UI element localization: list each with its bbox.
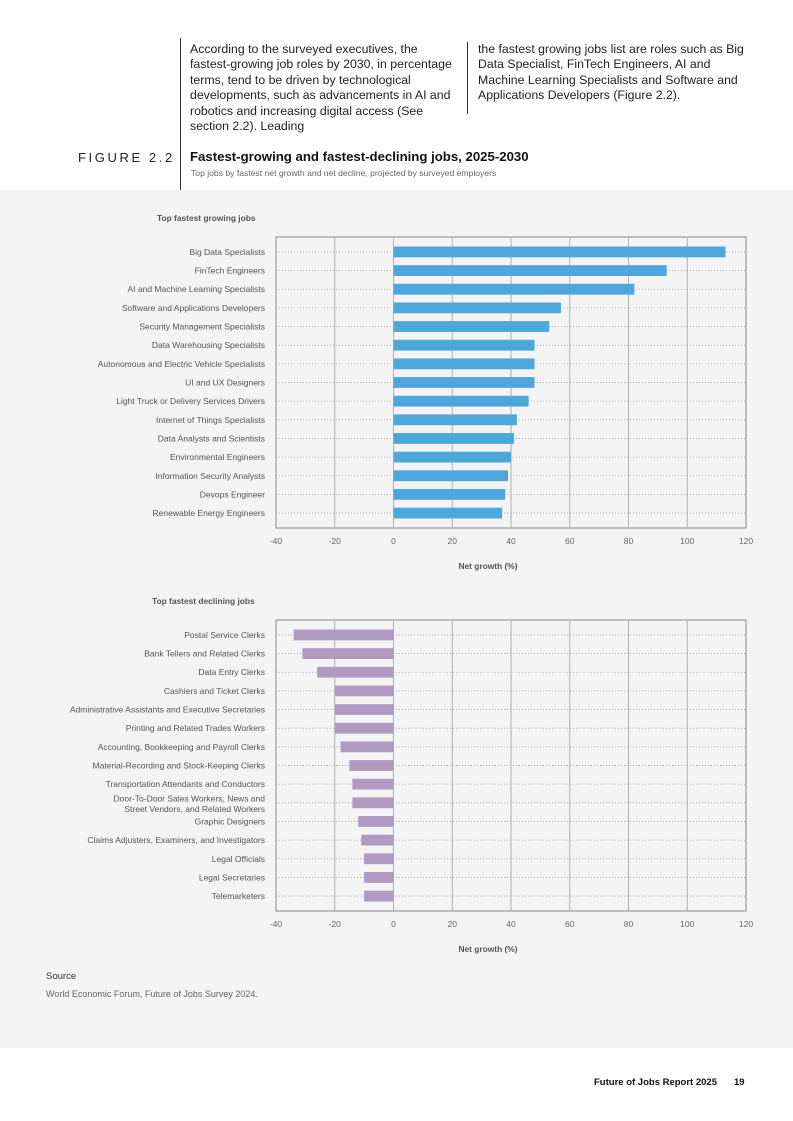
declining-x-axis-label: Net growth (%): [458, 944, 517, 954]
growing-category-label: Renewable Energy Engineers: [153, 508, 265, 518]
growing-category-label: FinTech Engineers: [195, 266, 265, 276]
declining-x-tick-label: 80: [624, 919, 634, 929]
growing-category-label: AI and Machine Learning Specialists: [128, 284, 266, 294]
declining-category-label: Data Entry Clerks: [198, 667, 265, 677]
growing-bar: [393, 377, 535, 388]
growing-category-label: Big Data Specialists: [189, 247, 265, 257]
growing-category-label: Data Warehousing Specialists: [152, 340, 265, 350]
growing-category-label: Information Security Analysts: [155, 471, 265, 481]
growing-bar: [393, 489, 506, 500]
declining-category-label: Legal Secretaries: [199, 872, 265, 882]
declining-bar: [352, 797, 394, 809]
declining-bar: [334, 722, 394, 734]
declining-x-tick-label: -40: [270, 919, 283, 929]
declining-x-tick-label: 60: [565, 919, 575, 929]
declining-bar: [364, 872, 394, 883]
growing-x-tick-label: 40: [506, 536, 516, 546]
growing-bar: [393, 321, 550, 332]
growing-x-tick-label: 60: [565, 536, 575, 546]
declining-chart-title: Top fastest declining jobs: [152, 596, 255, 606]
growing-bar: [393, 433, 514, 444]
declining-category-label: Claims Adjusters, Examiners, and Investi…: [87, 835, 265, 845]
growing-x-tick-label: 100: [680, 536, 694, 546]
declining-category-label: Accounting, Bookkeeping and Payroll Cler…: [98, 742, 265, 752]
declining-category-label: Graphic Designers: [195, 816, 265, 826]
growing-jobs-chart: Top fastest growing jobs Big Data Special…: [98, 213, 754, 571]
intro-divider-right: [467, 42, 468, 114]
growing-x-tick-label: -20: [329, 536, 342, 546]
growing-category-label: Environmental Engineers: [170, 452, 265, 462]
footer-page-number: 19: [734, 1077, 745, 1088]
source-text: World Economic Forum, Future of Jobs Sur…: [46, 989, 258, 999]
declining-x-tick-label: 100: [680, 919, 694, 929]
declining-category-label: Material-Recording and Stock-Keeping Cle…: [93, 761, 265, 771]
growing-category-label: Security Management Specialists: [139, 322, 265, 332]
declining-category-label: Administrative Assistants and Executive …: [70, 705, 265, 715]
declining-x-tick-label: 20: [448, 919, 458, 929]
declining-x-tick-label: -20: [329, 919, 342, 929]
declining-x-tick-label: 120: [739, 919, 753, 929]
intro-divider-left: [180, 38, 181, 190]
growing-x-tick-label: 80: [624, 536, 634, 546]
growing-x-tick-label: 0: [391, 536, 396, 546]
declining-bar: [352, 778, 394, 790]
growing-category-label: Devops Engineer: [200, 489, 265, 499]
declining-category-label: Postal Service Clerks: [184, 630, 265, 640]
declining-category-label: Bank Tellers and Related Clerks: [144, 649, 265, 659]
growing-bar: [393, 414, 517, 426]
growing-category-label: Data Analysts and Scientists: [158, 433, 265, 443]
declining-bar: [317, 666, 394, 678]
declining-bar: [334, 704, 394, 715]
declining-bar: [302, 648, 394, 659]
growing-bar: [393, 246, 726, 258]
footer-report-title: Future of Jobs Report 2025: [594, 1077, 717, 1088]
growing-x-axis-label: Net growth (%): [458, 561, 517, 571]
growing-chart-title: Top fastest growing jobs: [157, 213, 256, 223]
figure-label: FIGURE 2.2: [78, 150, 175, 165]
intro-paragraph-right: the fastest growing jobs list are roles …: [478, 42, 744, 103]
growing-bar: [393, 339, 535, 351]
growing-bar: [393, 507, 503, 519]
growing-category-label: Autonomous and Electric Vehicle Speciali…: [98, 359, 265, 369]
declining-category-label: Legal Officials: [212, 854, 265, 864]
figure-title: Fastest-growing and fastest-declining jo…: [190, 149, 529, 164]
growing-x-tick-label: 20: [448, 536, 458, 546]
declining-category-label: Telemarketers: [212, 891, 265, 901]
declining-bar: [293, 629, 394, 641]
declining-bar: [334, 685, 394, 697]
growing-bar: [393, 265, 667, 276]
intro-paragraph-left: According to the surveyed executives, th…: [190, 42, 452, 134]
growing-x-tick-label: -40: [270, 536, 283, 546]
declining-bar: [358, 816, 394, 827]
growing-bar: [393, 470, 509, 482]
source-heading: Source: [46, 971, 77, 982]
declining-bar: [364, 890, 394, 902]
growing-bar: [393, 283, 635, 295]
declining-category-label: Transportation Attendants and Conductors: [106, 779, 265, 789]
declining-bar: [349, 760, 394, 771]
declining-bar: [364, 853, 394, 865]
growing-category-label: Light Truck or Delivery Services Drivers: [116, 396, 265, 406]
declining-category-label: Printing and Related Trades Workers: [126, 723, 265, 733]
declining-x-tick-label: 0: [391, 919, 396, 929]
growing-bar: [393, 451, 511, 463]
declining-category-label: Cashiers and Ticket Clerks: [164, 686, 265, 696]
declining-bar: [340, 741, 394, 753]
declining-x-tick-label: 40: [506, 919, 516, 929]
figure-subtitle: Top jobs by fastest net growth and net d…: [191, 168, 497, 178]
declining-bar: [361, 834, 394, 846]
growing-x-tick-label: 120: [739, 536, 753, 546]
declining-jobs-chart: Top fastest declining jobs Postal Service…: [70, 596, 753, 954]
growing-bar: [393, 395, 529, 407]
growing-category-label: UI and UX Designers: [185, 378, 265, 388]
declining-category-label: Door-To-Door Sales Workers, News and Stre…: [114, 793, 266, 814]
growing-category-label: Software and Applications Developers: [122, 303, 265, 313]
growing-bar: [393, 302, 561, 314]
growing-bar: [393, 358, 535, 370]
growing-category-label: Internet of Things Specialists: [156, 415, 265, 425]
